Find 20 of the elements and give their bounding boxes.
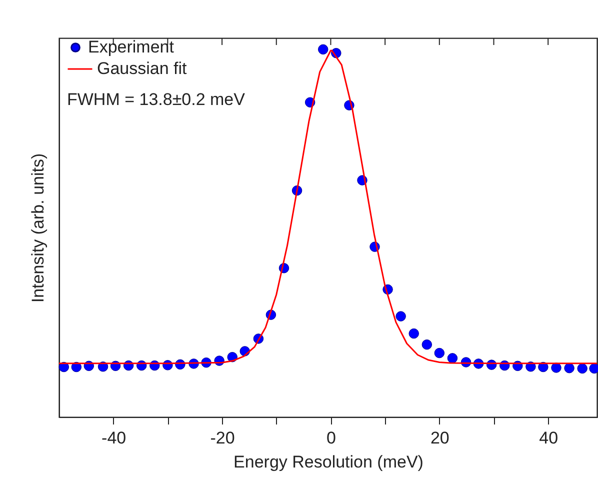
point <box>422 339 432 350</box>
x-tick-label: -20 <box>210 428 235 448</box>
point <box>564 362 574 374</box>
point <box>577 363 588 374</box>
legend-label: Experiment <box>88 38 174 56</box>
point <box>318 44 328 55</box>
point <box>447 353 458 364</box>
point <box>408 328 419 339</box>
x-tick-label: 40 <box>539 428 558 448</box>
point <box>551 362 562 373</box>
x-tick-label: 20 <box>430 428 450 448</box>
point <box>434 348 445 358</box>
point <box>589 363 598 374</box>
x-axis-title: Energy Resolution (meV) <box>234 452 424 472</box>
x-tick-label: 0 <box>326 428 336 448</box>
point <box>396 311 406 322</box>
annotation: FWHM = 13.8±0.2 meV <box>67 90 246 109</box>
legend-label: Gaussian fit <box>97 59 188 78</box>
x-tick-label: -40 <box>102 428 126 448</box>
y-axis-title: Intensity (arb. units) <box>28 153 48 303</box>
